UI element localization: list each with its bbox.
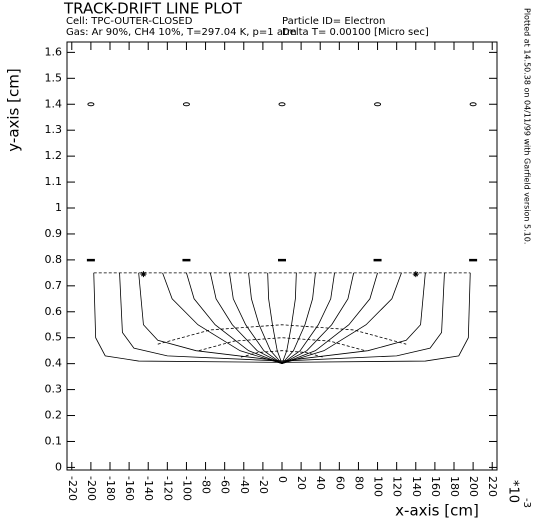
x-tick-label: -80 — [200, 476, 213, 494]
drift-line — [281, 272, 355, 365]
delta-info: Delta T= 0.00100 [Micro sec] — [282, 27, 429, 38]
y-tick-label: 0.8 — [45, 253, 63, 266]
x-tick-label: -220 — [66, 476, 79, 501]
x-tick-label: 80 — [352, 476, 365, 490]
y-tick-label: 1 — [55, 201, 62, 214]
wire — [87, 102, 95, 107]
x-tick-label: 0 — [276, 476, 289, 483]
x-tick-label: 160 — [429, 476, 442, 497]
chart-title: TRACK-DRIFT LINE PLOT — [63, 0, 243, 18]
drift-line — [209, 272, 283, 365]
y-tick-label: 1.2 — [45, 149, 63, 162]
wire — [469, 258, 478, 262]
y-axis-label: y-axis [cm] — [5, 68, 23, 151]
x-tick-label: 100 — [372, 476, 385, 497]
drift-line — [198, 337, 366, 352]
x-tick-label: 200 — [467, 476, 480, 497]
particle-info: Particle ID= Electron — [282, 16, 385, 27]
x-tick-label: 220 — [486, 476, 499, 497]
wire — [182, 102, 190, 107]
drift-line — [119, 272, 445, 362]
y-tick-label: 0.3 — [45, 383, 63, 396]
y-tick-label: 0.1 — [45, 434, 63, 447]
x-tick-label: 60 — [333, 476, 346, 490]
y-tick-label: 0.5 — [45, 331, 63, 344]
drift-line — [281, 272, 297, 364]
drift-line — [138, 272, 426, 362]
x-tick-label: -140 — [142, 476, 155, 501]
wire — [469, 102, 477, 107]
drift-line — [186, 272, 283, 365]
gas-info: Gas: Ar 90%, CH4 10%, T=297.04 K, p=1 at… — [66, 27, 297, 38]
y-tick-label: 1.4 — [45, 97, 63, 110]
x-multiplier: *10 — [506, 480, 521, 503]
wire — [373, 258, 382, 262]
x-tick-label: -20 — [257, 476, 270, 494]
x-tick-label: 120 — [391, 476, 404, 497]
drift-line — [281, 272, 378, 365]
drift-line — [281, 272, 335, 364]
x-tick-label: -200 — [85, 476, 98, 501]
x-tick-label: -160 — [123, 476, 136, 501]
drift-line — [240, 350, 324, 358]
x-tick-label: 40 — [314, 476, 327, 490]
y-tick-label: 1.3 — [45, 123, 63, 136]
cell-info: Cell: TPC-OUTER-CLOSED — [66, 16, 193, 27]
drift-line — [162, 272, 283, 365]
x-tick-label: -180 — [104, 476, 117, 501]
wire — [278, 258, 286, 262]
x-tick-label: -100 — [180, 476, 193, 501]
wire — [182, 258, 191, 262]
drift-line — [248, 272, 283, 364]
wire — [278, 102, 286, 107]
plot-stamp: Plotted at 14.50.38 on 04/11/99 with Gar… — [523, 8, 532, 244]
y-tick-label: 0.7 — [45, 279, 63, 292]
x-tick-label: 20 — [295, 476, 308, 490]
x-tick-label: -40 — [238, 476, 251, 494]
y-tick-label: 0.9 — [45, 227, 63, 240]
drift-line — [267, 272, 283, 364]
x-axis-label: x-axis [cm] — [395, 502, 479, 520]
drift-line — [229, 272, 283, 364]
x-tick-label: -60 — [219, 476, 232, 494]
x-tick-label: 180 — [448, 476, 461, 497]
drift-line — [93, 272, 471, 363]
y-tick-label: 0.2 — [45, 409, 63, 422]
drift-line — [281, 272, 316, 364]
y-tick-label: 1.5 — [45, 71, 63, 84]
x-tick-label: 140 — [410, 476, 423, 497]
track-point — [140, 271, 147, 278]
y-tick-label: 0.6 — [45, 305, 63, 318]
x-exponent: -3 — [521, 498, 532, 508]
y-tick-label: 0 — [55, 460, 62, 473]
wire — [374, 102, 382, 107]
drift-line — [157, 324, 407, 345]
y-tick-label: 1.6 — [45, 45, 63, 58]
x-tick-label: -120 — [161, 476, 174, 501]
y-tick-label: 1.1 — [45, 175, 63, 188]
track-point — [412, 271, 419, 278]
drift-line — [281, 272, 402, 365]
wire — [86, 258, 95, 262]
y-tick-label: 0.4 — [45, 357, 63, 370]
